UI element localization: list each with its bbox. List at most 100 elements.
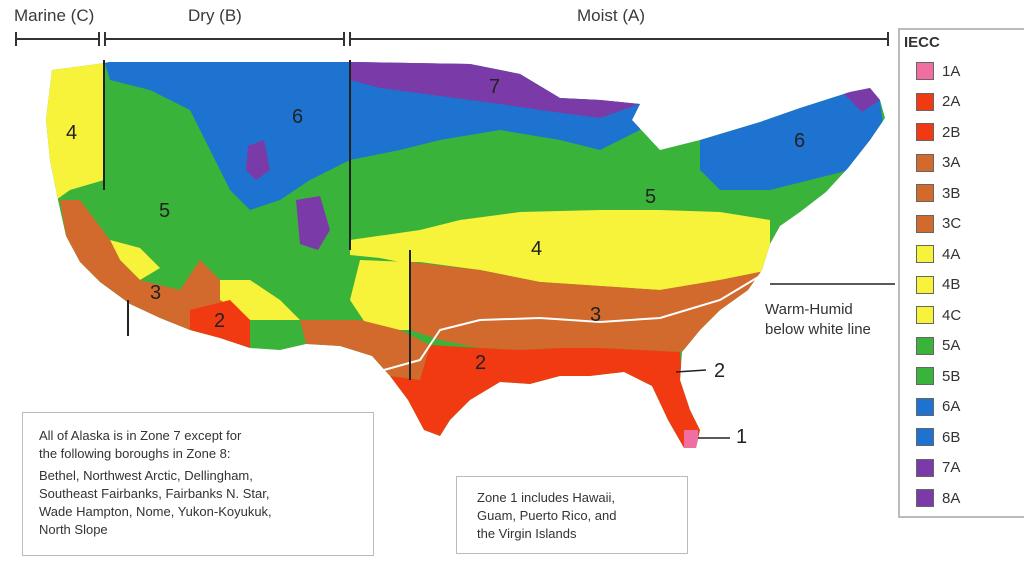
legend-label: 2B [942,123,961,141]
zone-label-2-gulf: 2 [475,352,487,374]
legend-swatch [916,336,934,355]
bracket-tick [349,32,351,46]
zone-label-4-west: 4 [66,122,78,144]
legend-swatch [916,153,934,172]
zone-7-rockies-region [246,140,270,180]
legend-item-4b: 4B [916,274,960,296]
legend-label: 4B [942,276,961,293]
legend-swatch [916,397,934,416]
marine-header: Marine (C) [14,6,95,25]
alaska-note-line-5: Wade Hampton, Nome, Yukon-Koyukuk, [39,504,272,519]
zone-4-west-region [46,62,104,200]
legend-label: 6B [942,428,961,446]
iecc-legend: IECC 1A 2A 2B 3A 3B 3C 4A 4B 4C 5A 5B 6A 6B 7A 8A [898,28,1024,518]
zone-7-colorado-region [296,196,330,250]
moist-bracket [350,38,888,40]
legend-label: 5A [942,337,961,354]
legend-item-5a: 5A [916,335,960,357]
bracket-tick [15,32,17,46]
legend-swatch [916,214,934,233]
warm-humid-line-2: below white line [765,321,871,338]
marine-bracket [16,38,100,40]
legend-swatch [916,275,934,294]
legend-label: 4C [942,306,962,324]
zone-2-pointer [675,369,707,373]
legend-swatch [916,123,934,141]
zone-label-7: 7 [489,76,501,98]
zone1-note-line-1: Zone 1 includes Hawaii, [477,490,616,505]
legend-item-1a: 1A [916,60,960,82]
zone-label-5-east: 5 [645,186,657,208]
zone-1-region [684,430,698,448]
legend-label: 3C [942,215,962,232]
legend-swatch [916,367,934,385]
zone-7-maine-region [842,86,880,112]
dry-bracket [104,38,344,40]
dry-header: Dry (B) [188,6,242,25]
legend-swatch [916,62,934,80]
legend-label: 7A [942,459,961,476]
legend-swatch [916,489,934,507]
zone1-note-line-3: the Virgin Islands [477,526,577,541]
legend-label: 4A [942,245,961,263]
alaska-note-line-1: All of Alaska is in Zone 7 except for [39,428,242,443]
zone-2-gulf-region [390,345,700,448]
zone-4-nm-region [350,260,410,330]
zone-label-3-west: 3 [150,282,162,304]
legend-label: 1A [942,62,961,80]
zone-3-south-region [410,262,770,352]
zone-2-az-region [190,300,250,348]
legend-swatch [916,306,934,324]
legend-label: 8A [942,489,961,507]
legend-item-8a: 8A [916,487,960,509]
legend-swatch [916,184,934,202]
zone-label-2-west: 2 [214,310,226,332]
bracket-tick [343,32,345,46]
alaska-note-line-4: Southeast Fairbanks, Fairbanks N. Star, [39,486,270,501]
legend-item-6b: 6B [916,426,960,448]
zone-label-2-callout: 2 [714,360,726,382]
warm-humid-note: Warm-Humid below white line [765,300,871,340]
legend-label: 3B [942,184,961,202]
alaska-note-line-6: North Slope [39,522,108,537]
zone-label-3-east: 3 [590,304,602,326]
alaska-note: All of Alaska is in Zone 7 except for th… [22,412,374,556]
legend-item-3c: 3C [916,213,961,235]
moist-header: Moist (A) [577,6,645,25]
zone-6-ne-region [700,92,885,190]
legend-item-6a: 6A [916,396,960,418]
bracket-tick [104,32,106,46]
legend-swatch [916,458,934,477]
legend-swatch [916,92,934,111]
warm-humid-line-1: Warm-Humid [765,301,853,318]
legend-label: 3A [942,154,961,171]
legend-swatch [916,245,934,263]
zone-3-tx-region [300,320,430,380]
legend-item-3b: 3B [916,182,960,204]
alaska-note-line-3: Bethel, Northwest Arctic, Dellingham, [39,468,253,483]
legend-item-3a: 3A [916,152,960,174]
legend-label: 2A [942,93,961,110]
zone-4-east-region [350,210,770,290]
zone-7-north-region [350,62,640,118]
zone-6-west-region [104,62,350,210]
zone-label-4-east: 4 [531,238,543,260]
legend-label: 5B [942,367,961,385]
legend-item-4c: 4C [916,304,961,326]
legend-item-5b: 5B [916,365,960,387]
zone-label-5-west: 5 [159,200,171,222]
legend-title: IECC [904,34,940,51]
legend-label: 6A [942,398,961,415]
legend-item-4a: 4A [916,243,960,265]
zone1-note: Zone 1 includes Hawaii, Guam, Puerto Ric… [456,476,688,554]
zone-4-ca-region [110,240,160,280]
zone-label-6-ne: 6 [794,130,806,152]
legend-swatch [916,428,934,446]
legend-item-2a: 2A [916,91,960,113]
bracket-tick [887,32,889,46]
bracket-tick [98,32,100,46]
zone1-note-line-2: Guam, Puerto Rico, and [477,508,617,523]
warm-humid-line [383,269,771,371]
zone-label-1-callout: 1 [736,426,748,448]
